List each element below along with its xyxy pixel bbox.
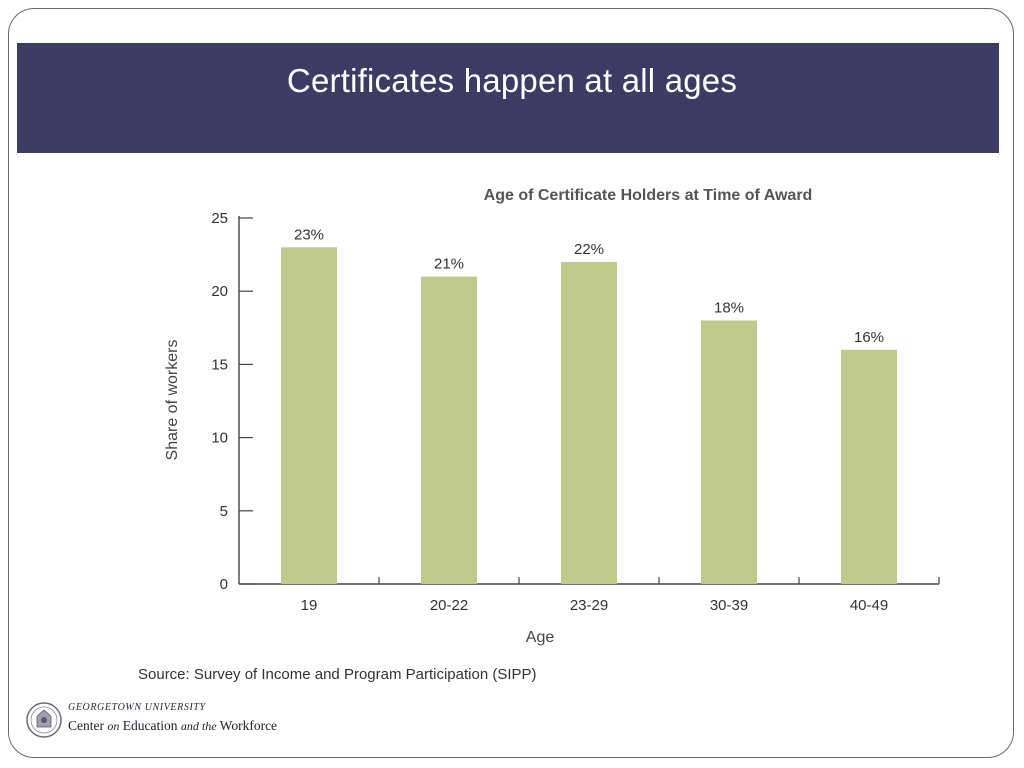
x-tick-label-30-39: 30-39: [710, 597, 748, 614]
x-tick-label-19: 19: [301, 597, 318, 614]
x-tick-label-40-49: 40-49: [850, 597, 888, 614]
source-note: Source: Survey of Income and Program Par…: [138, 666, 537, 683]
bar-30-39: [701, 320, 757, 584]
title-bar: [17, 43, 999, 153]
x-tick-label-20-22: 20-22: [430, 597, 468, 614]
slide-frame: [8, 8, 1014, 758]
university-seal-icon: [26, 702, 62, 738]
data-label-23-29: 22%: [574, 241, 604, 258]
y-tick-label-25: 25: [211, 210, 228, 227]
logo-university: GEORGETOWN UNIVERSITY: [68, 702, 206, 713]
y-axis-label: Share of workers: [164, 340, 181, 461]
y-tick-label-5: 5: [220, 503, 228, 520]
bar-40-49: [841, 349, 897, 584]
data-label-30-39: 18%: [714, 299, 744, 316]
y-tick-label-0: 0: [220, 576, 228, 593]
x-axis-label: Age: [526, 629, 555, 646]
logo-center-name: Center on Education and the Workforce: [68, 718, 278, 733]
x-tick-label-23-29: 23-29: [570, 597, 608, 614]
chart-title: Age of Certificate Holders at Time of Aw…: [484, 187, 813, 204]
data-label-19: 23%: [294, 226, 324, 243]
slide-title: Certificates happen at all ages: [286, 62, 738, 99]
y-tick-label-15: 15: [211, 356, 228, 373]
data-label-20-22: 21%: [434, 256, 464, 273]
bar-19: [281, 247, 337, 584]
bar-20-22: [421, 276, 477, 584]
georgetown-logo: GEORGETOWN UNIVERSITY Center on Educatio…: [24, 696, 304, 746]
y-tick-label-10: 10: [211, 430, 228, 447]
y-tick-label-20: 20: [211, 283, 228, 300]
data-label-40-49: 16%: [854, 329, 884, 346]
bar-23-29: [561, 261, 617, 584]
